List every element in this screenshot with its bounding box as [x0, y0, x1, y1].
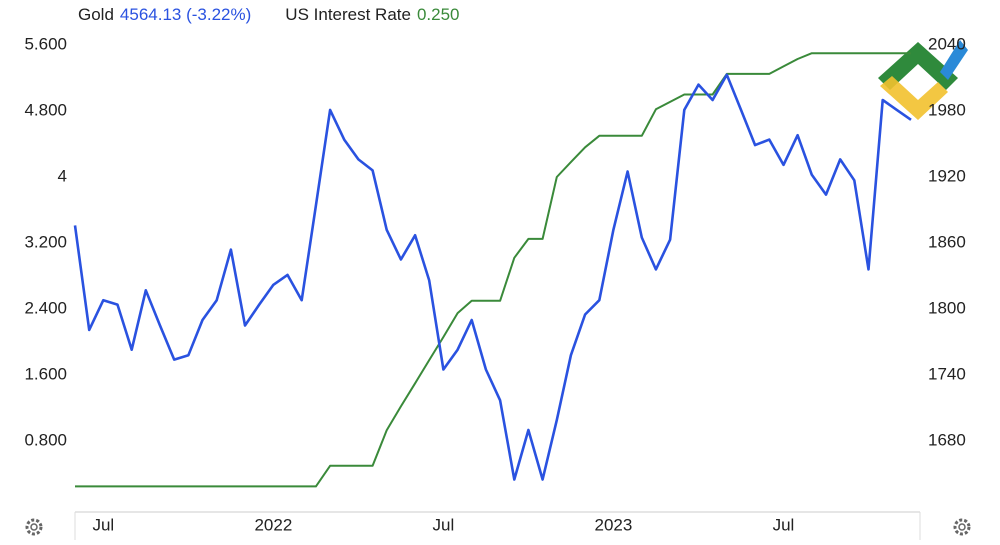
series-line — [75, 52, 911, 488]
y-tick-label: 3.200 — [24, 232, 67, 251]
y2-tick-label: 1740 — [928, 364, 966, 383]
x-tick-label: 2023 — [595, 515, 633, 534]
x-tick-label: Jul — [433, 515, 455, 534]
settings-icon-right[interactable] — [953, 518, 971, 536]
y2-tick-label: 1680 — [928, 430, 966, 449]
y2-tick-label: 1800 — [928, 298, 966, 317]
y-tick-label: 1.600 — [24, 364, 67, 383]
x-tick-label: Jul — [92, 515, 114, 534]
legend-name: Gold — [78, 5, 114, 24]
logo — [878, 40, 968, 120]
legend-name: US Interest Rate — [285, 5, 411, 24]
y-tick-label: 4.800 — [24, 100, 67, 119]
y2-tick-label: 1920 — [928, 166, 966, 185]
settings-icon-left[interactable] — [25, 518, 43, 536]
y-tick-label: 0.800 — [24, 430, 67, 449]
y2-tick-label: 1860 — [928, 232, 966, 251]
legend: Gold 4564.13 (-3.22%) US Interest Rate 0.25… — [78, 5, 460, 24]
series-line — [73, 73, 912, 481]
y-tick-label: 2.400 — [24, 298, 67, 317]
y2-tick-label: 1980 — [928, 100, 966, 119]
legend-value: 0.250 — [417, 5, 460, 24]
legend-value: 4564.13 (-3.22%) — [120, 5, 251, 24]
x-tick-label: Jul — [773, 515, 795, 534]
y-tick-label: 4 — [58, 166, 67, 185]
x-tick-label: 2022 — [254, 515, 292, 534]
y2-tick-label: 2040 — [928, 34, 966, 53]
y-tick-label: 5.600 — [24, 34, 67, 53]
